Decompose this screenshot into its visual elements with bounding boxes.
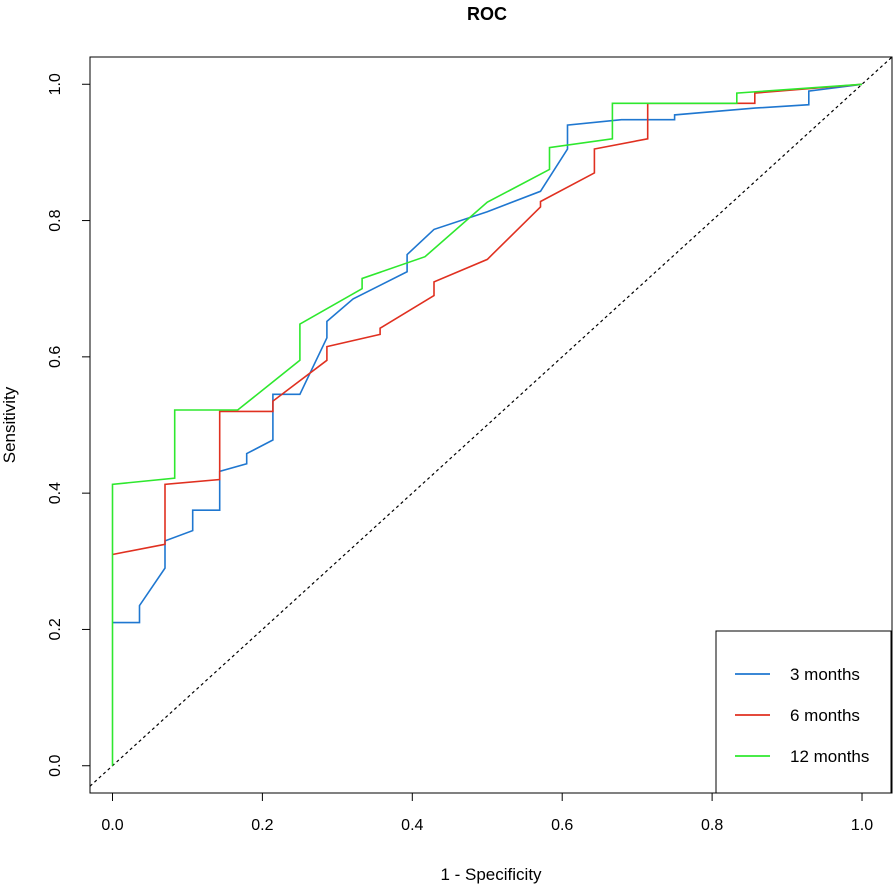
y-tick-label: 0.2	[47, 618, 64, 640]
series-line-12-months	[111, 83, 863, 766]
legend-label-12-months: 12 months	[790, 747, 869, 766]
x-tick-label: 0.4	[401, 817, 423, 834]
legend-box	[715, 630, 892, 794]
x-tick-label: 0.6	[551, 817, 573, 834]
chart-title: ROC	[467, 4, 507, 24]
legend-label-3-months: 3 months	[790, 665, 860, 684]
x-tick-label: 0.0	[101, 817, 123, 834]
x-tick-label: 1.0	[851, 817, 873, 834]
y-tick-label: 0.8	[47, 209, 64, 231]
y-tick-label: 0.4	[47, 482, 64, 504]
reference-diagonal-line	[89, 56, 893, 787]
x-tick-label: 0.2	[251, 817, 273, 834]
y-tick-label: 0.0	[47, 754, 64, 776]
y-tick-label: 0.6	[47, 346, 64, 368]
legend: 3 months 6 months 12 months	[715, 630, 892, 794]
legend-label-6-months: 6 months	[790, 706, 860, 725]
y-tick-label: 1.0	[47, 73, 64, 95]
series-line-3-months	[112, 83, 863, 624]
x-tick-label: 0.8	[701, 817, 723, 834]
x-axis-label: 1 - Specificity	[440, 865, 542, 884]
series-line-6-months	[112, 83, 863, 556]
y-axis-label: Sensitivity	[0, 386, 19, 463]
